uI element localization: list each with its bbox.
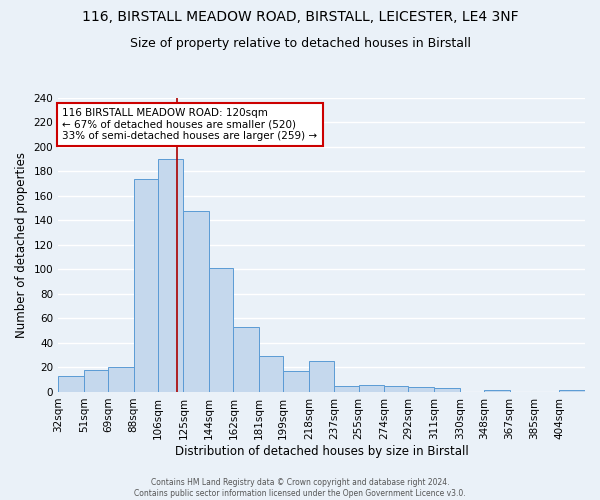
Bar	[559, 390, 585, 392]
Text: Contains HM Land Registry data © Crown copyright and database right 2024.
Contai: Contains HM Land Registry data © Crown c…	[134, 478, 466, 498]
Bar	[209, 268, 233, 392]
Text: Size of property relative to detached houses in Birstall: Size of property relative to detached ho…	[130, 38, 470, 51]
Bar	[158, 159, 184, 392]
Bar	[309, 362, 334, 392]
Bar	[283, 371, 309, 392]
Bar	[434, 388, 460, 392]
Text: 116 BIRSTALL MEADOW ROAD: 120sqm
← 67% of detached houses are smaller (520)
33% : 116 BIRSTALL MEADOW ROAD: 120sqm ← 67% o…	[62, 108, 317, 141]
Bar	[409, 387, 434, 392]
Text: 116, BIRSTALL MEADOW ROAD, BIRSTALL, LEICESTER, LE4 3NF: 116, BIRSTALL MEADOW ROAD, BIRSTALL, LEI…	[82, 10, 518, 24]
Bar	[233, 327, 259, 392]
Bar	[384, 386, 409, 392]
Bar	[134, 179, 158, 392]
Bar	[108, 368, 134, 392]
Bar	[334, 386, 359, 392]
Bar	[484, 390, 509, 392]
Bar	[58, 376, 84, 392]
Bar	[184, 210, 209, 392]
Bar	[359, 384, 384, 392]
Y-axis label: Number of detached properties: Number of detached properties	[15, 152, 28, 338]
Bar	[259, 356, 283, 392]
Bar	[84, 370, 108, 392]
X-axis label: Distribution of detached houses by size in Birstall: Distribution of detached houses by size …	[175, 444, 469, 458]
